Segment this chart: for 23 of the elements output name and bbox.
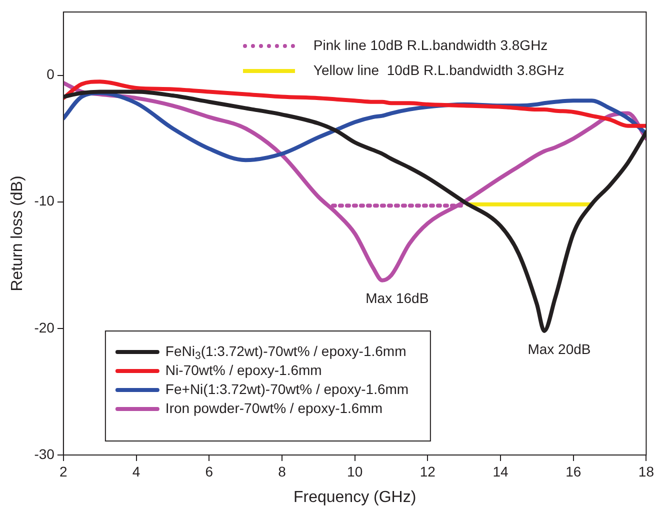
x-tick-label: 14 <box>492 463 509 480</box>
y-tick-label: -20 <box>34 319 55 336</box>
annotation: Pink line 10dB R.L.bandwidth 3.8GHz <box>313 36 548 53</box>
y-tick-label: 0 <box>46 66 55 82</box>
y-tick-label: -10 <box>34 192 55 209</box>
annotation: Yellow line 10dB R.L.bandwidth 3.8GHz <box>313 62 564 78</box>
x-tick-label: 12 <box>420 463 436 480</box>
annotation: Max 16dB <box>366 290 429 306</box>
y-axis-title: Return loss (dB) <box>9 176 26 292</box>
x-tick-label: 6 <box>205 463 214 480</box>
x-tick-label: 4 <box>132 463 140 480</box>
annotation: Max 20dB <box>528 340 591 357</box>
x-tick-label: 18 <box>638 463 654 480</box>
x-tick-label: 2 <box>60 463 68 480</box>
y-tick-label: -30 <box>34 446 55 462</box>
legend-label: Fe+Ni(1:3.72wt)-70wt% / epoxy-1.6mm <box>165 380 409 397</box>
x-tick-label: 16 <box>566 463 582 480</box>
legend-label: Ni-70wt% / epoxy-1.6mm <box>165 362 322 378</box>
line-series <box>63 80 646 128</box>
x-axis-title: Frequency (GHz) <box>293 488 416 506</box>
legend-label: Iron powder-70wt% / epoxy-1.6mm <box>165 400 383 416</box>
x-tick-label: 10 <box>347 463 363 480</box>
x-tick-label: 8 <box>278 463 286 480</box>
